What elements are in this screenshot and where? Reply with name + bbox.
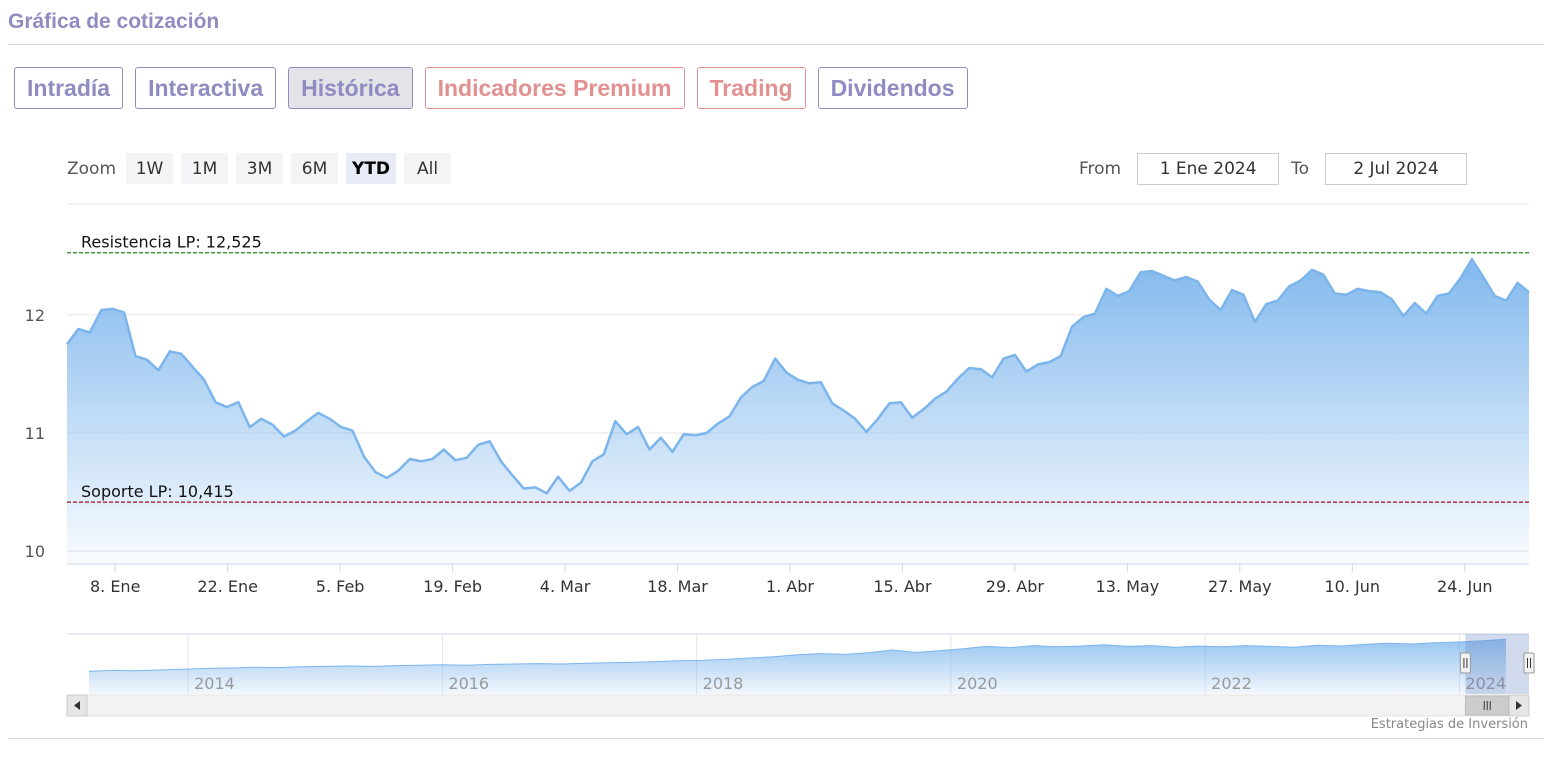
y-tick-label: 10 — [25, 542, 45, 561]
price-line — [65, 257, 1530, 495]
x-tick-label: 19. Feb — [423, 577, 482, 596]
x-tick-label: 22. Ene — [197, 577, 258, 596]
title-divider — [8, 44, 1544, 45]
support-line-label: Soporte LP: 10,415 — [81, 482, 234, 501]
x-tick-label: 27. May — [1208, 577, 1272, 596]
price-area — [67, 259, 1529, 563]
navigator-line — [88, 638, 1507, 672]
from-label: From — [1079, 159, 1122, 179]
zoom-6m-button[interactable]: 6M — [291, 153, 339, 184]
zoom-ytd-button[interactable]: YTD — [346, 153, 397, 184]
chart-tabs: Intradía Interactiva Histórica Indicador… — [14, 67, 968, 109]
navigator-year-label: 2020 — [957, 674, 998, 693]
y-tick-label: 12 — [25, 306, 45, 325]
navigator-year-label: 2022 — [1211, 674, 1252, 693]
scroll-left-arrow-icon — [74, 701, 80, 710]
tab-trading[interactable]: Trading — [696, 67, 806, 109]
from-date-input[interactable] — [1137, 153, 1280, 185]
x-tick-label: 18. Mar — [647, 577, 708, 596]
navigator-area — [89, 639, 1506, 694]
navigator-year-label: 2024 — [1465, 674, 1506, 693]
navigator-year-label: 2018 — [703, 674, 744, 693]
zoom-selector: Zoom 1W 1M 3M 6M YTD All — [67, 153, 459, 184]
scrollbar-track — [66, 694, 1530, 717]
x-tick-label: 4. Mar — [540, 577, 591, 596]
x-tick-label: 15. Abr — [873, 577, 932, 596]
tab-interactiva[interactable]: Interactiva — [135, 67, 277, 109]
zoom-1w-button[interactable]: 1W — [126, 153, 174, 184]
x-tick-label: 13. May — [1096, 577, 1160, 596]
page-title: Gráfica de cotización — [8, 10, 220, 33]
zoom-label: Zoom — [67, 158, 117, 179]
navigator-selection[interactable] — [1465, 634, 1529, 694]
x-tick-label: 5. Feb — [316, 577, 365, 596]
chart-credit: Estrategias de Inversión — [1370, 717, 1528, 732]
navigator-left-handle[interactable] — [1459, 652, 1471, 674]
zoom-3m-button[interactable]: 3M — [236, 153, 284, 184]
tab-dividendos[interactable]: Dividendos — [817, 67, 968, 109]
tab-historica[interactable]: Histórica — [288, 67, 413, 109]
bottom-divider — [8, 738, 1544, 739]
tab-intradia[interactable]: Intradía — [14, 67, 124, 109]
x-tick-label: 1. Abr — [766, 577, 814, 596]
handle-box — [1523, 652, 1535, 674]
zoom-1m-button[interactable]: 1M — [181, 153, 229, 184]
to-date-input[interactable] — [1325, 153, 1468, 185]
tab-indicadores-premium[interactable]: Indicadores Premium — [424, 67, 685, 109]
x-tick-label: 24. Jun — [1437, 577, 1493, 596]
handle-box — [1459, 652, 1471, 674]
resistance-line-label: Resistencia LP: 12,525 — [81, 233, 262, 252]
x-tick-label: 10. Jun — [1325, 577, 1381, 596]
date-range: From To — [1079, 153, 1479, 185]
scroll-right-arrow-icon — [1516, 701, 1522, 710]
to-label: To — [1291, 159, 1310, 179]
navigator-year-label: 2016 — [448, 674, 489, 693]
zoom-all-button[interactable]: All — [404, 153, 452, 184]
x-tick-label: 29. Abr — [986, 577, 1045, 596]
navigator-right-handle[interactable] — [1523, 652, 1535, 674]
x-tick-label: 8. Ene — [90, 577, 140, 596]
navigator-year-label: 2014 — [194, 674, 235, 693]
y-tick-label: 11 — [25, 424, 45, 443]
